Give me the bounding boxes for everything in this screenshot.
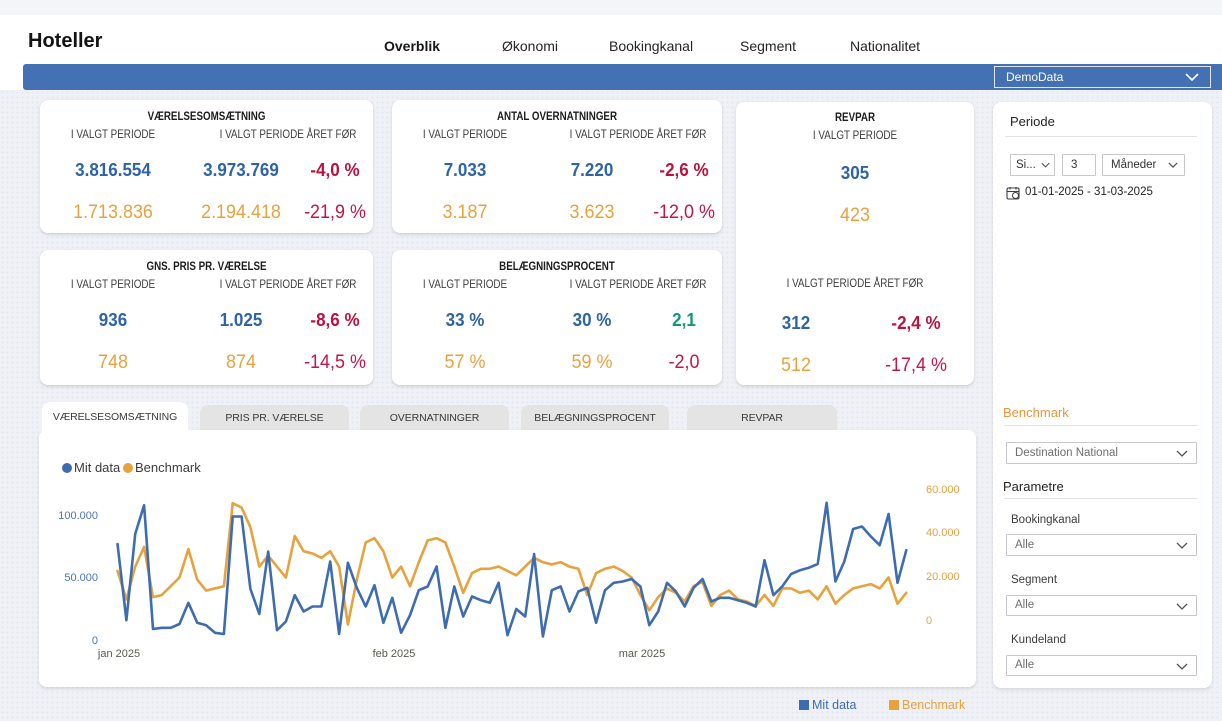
svg-text:Mit data: Mit data	[74, 460, 121, 475]
svg-text:Benchmark: Benchmark	[135, 460, 201, 475]
svg-text:Benchmark: Benchmark	[902, 698, 966, 712]
svg-text:Mit data: Mit data	[812, 698, 857, 712]
